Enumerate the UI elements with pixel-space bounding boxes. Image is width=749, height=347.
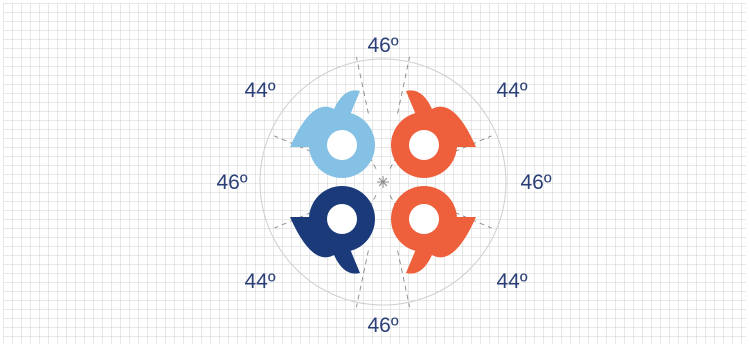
ring-hole bbox=[409, 130, 439, 160]
grid bbox=[3, 3, 746, 344]
petal-bottom-right bbox=[391, 186, 476, 274]
angle-label-left: 46º bbox=[216, 171, 247, 194]
ring-hole bbox=[409, 204, 439, 234]
petal-top-right bbox=[391, 90, 476, 178]
ring-hole bbox=[327, 130, 357, 160]
guide-line bbox=[397, 56, 411, 114]
angle-label-top-left: 44º bbox=[244, 79, 275, 102]
guide-circle bbox=[259, 58, 507, 306]
guide-line bbox=[355, 250, 369, 308]
angle-label-bottom-right: 44º bbox=[496, 270, 527, 293]
ring-hole bbox=[327, 204, 357, 234]
angle-label-right: 46º bbox=[520, 171, 551, 194]
guide-line bbox=[355, 56, 369, 114]
angle-label-top-right: 44º bbox=[496, 79, 527, 102]
angle-label-bottom: 46º bbox=[367, 314, 398, 337]
angle-label-top: 46º bbox=[367, 34, 398, 57]
petal-bottom-left bbox=[290, 186, 375, 274]
center-mark bbox=[377, 176, 389, 188]
angle-label-bottom-left: 44º bbox=[244, 270, 275, 293]
guide-line bbox=[397, 250, 411, 308]
petal-top-left bbox=[290, 90, 375, 178]
